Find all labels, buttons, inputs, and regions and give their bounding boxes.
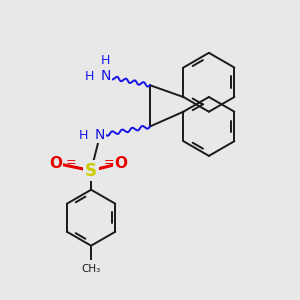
- Text: O: O: [49, 156, 62, 171]
- Text: H: H: [85, 70, 94, 83]
- Text: =: =: [103, 156, 114, 169]
- Text: H: H: [101, 54, 110, 67]
- Text: O: O: [114, 156, 127, 171]
- Text: =: =: [65, 156, 76, 169]
- Text: N: N: [100, 69, 111, 83]
- Text: S: S: [85, 162, 97, 180]
- Text: CH₃: CH₃: [82, 264, 101, 274]
- Text: N: N: [95, 128, 105, 142]
- Text: H: H: [79, 129, 88, 142]
